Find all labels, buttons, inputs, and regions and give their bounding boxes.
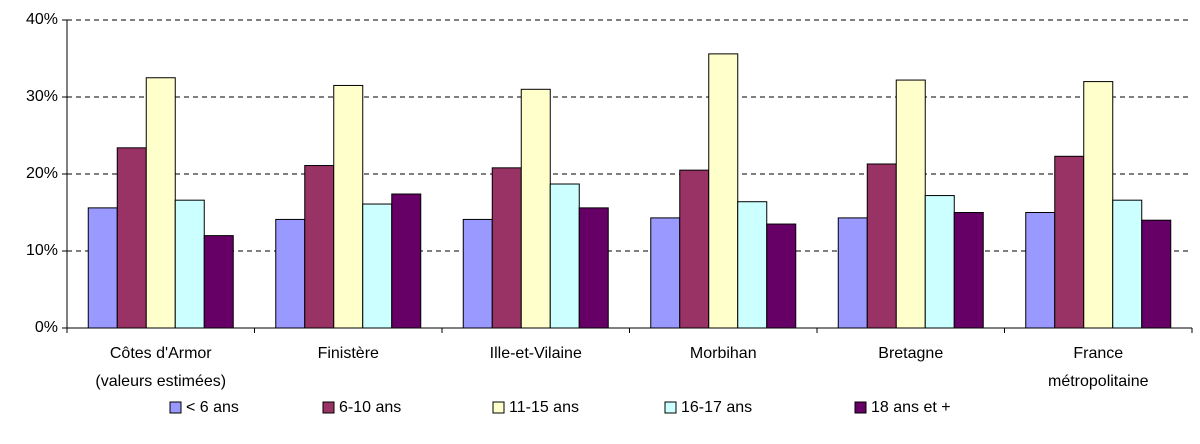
legend-swatch [854,401,867,414]
bar [87,207,118,329]
bar [1025,212,1056,329]
x-tick-label: Bretagne [878,345,943,362]
y-tick-label: 10% [26,242,58,259]
bar [1112,199,1143,329]
bar [866,163,897,329]
y-tick-label: 20% [26,165,58,182]
bar [650,217,681,329]
bar [679,169,710,329]
x-tick-label: France [1073,345,1123,362]
bar [275,218,306,329]
legend-swatch [492,401,505,414]
legend-label: < 6 ans [186,399,239,416]
bar [520,88,551,329]
bar [549,183,580,329]
bar [924,195,955,329]
bar [362,203,393,329]
bar [116,147,147,329]
bar [1141,219,1172,329]
bar [145,77,176,329]
bar [1054,155,1085,329]
bar [766,223,797,329]
bar [203,235,234,329]
x-tick-label: (valeurs estimées) [95,373,226,390]
bar [895,79,926,329]
legend-label: 11-15 ans [509,399,579,416]
legend-label: 6-10 ans [339,399,401,416]
legend-swatch [169,401,182,414]
legend-label: 18 ans et + [871,399,951,416]
x-tick-label: métropolitaine [1048,373,1149,390]
x-tick-label: Ille-et-Vilaine [490,345,582,362]
bar [953,212,984,329]
x-tick-label: Finistère [318,345,379,362]
y-tick-label: 0% [35,319,58,336]
bar [391,193,422,329]
bar [304,165,335,329]
bar [737,201,768,329]
x-tick-label: Côtes d'Armor [110,345,212,362]
bar [837,217,868,329]
legend-swatch [322,401,335,414]
x-tick-label: Morbihan [690,345,757,362]
bar [491,167,522,329]
bar [174,199,205,329]
bar [1083,81,1114,329]
bar [708,53,739,329]
legend-swatch [664,401,677,414]
y-tick-label: 40% [26,11,58,28]
y-tick-label: 30% [26,88,58,105]
bar [578,207,609,329]
bar [462,218,493,329]
legend-label: 16-17 ans [681,399,752,416]
bar [333,84,364,329]
